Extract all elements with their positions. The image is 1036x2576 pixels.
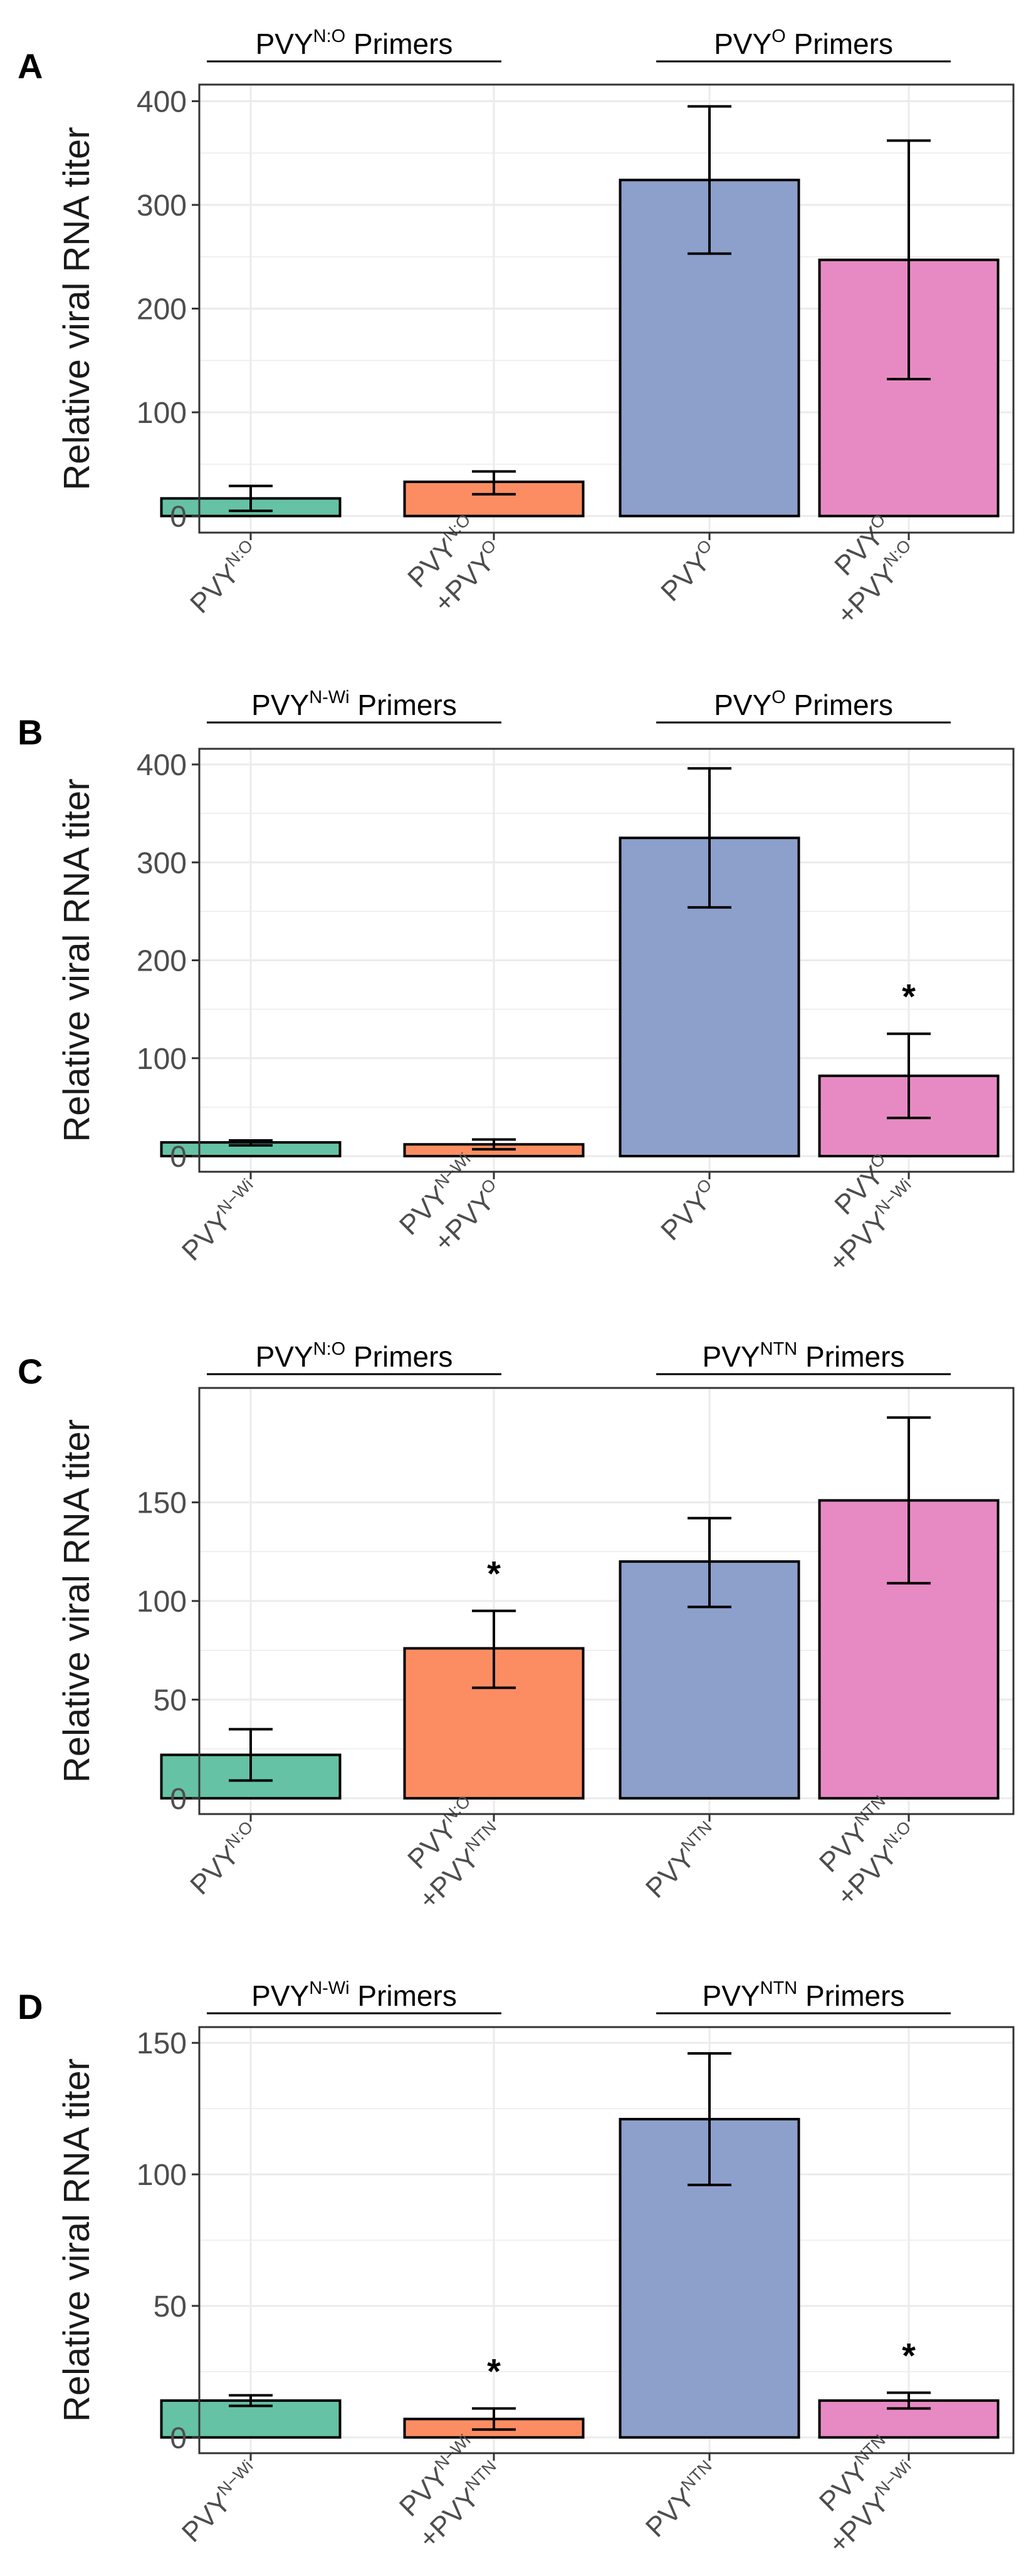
primer-group-label: PVYO Primers xyxy=(714,687,893,721)
x-tick-label: PVYNTN xyxy=(639,1817,725,1904)
primer-group-label-part: N:O xyxy=(313,1339,346,1359)
primer-group-label-part: Primers xyxy=(786,28,893,60)
primer-group-label-part: PVY xyxy=(703,1979,760,2012)
y-tick-label: 100 xyxy=(137,2159,187,2192)
x-tick-label: PVYNTN+PVYN:O xyxy=(814,1791,915,1912)
primer-group-label: PVYNTN Primers xyxy=(703,1978,905,2012)
y-axis-label: Relative viral RNA titer xyxy=(56,1419,97,1783)
primer-group-label-part: Primers xyxy=(350,1979,457,2012)
panel-letter: B xyxy=(18,712,43,752)
primer-group-label-part: Primers xyxy=(350,689,457,721)
x-tick-label-line: PVYO xyxy=(654,1175,725,1246)
primer-group-label-part: PVY xyxy=(714,28,772,60)
x-tick-label: PVYNTN+PVYN−Wi xyxy=(814,2431,915,2559)
x-tick-label: PVYN:O xyxy=(183,536,266,619)
significance-star: * xyxy=(487,1554,501,1593)
y-tick-label: 400 xyxy=(137,749,187,782)
y-axis-label: Relative viral RNA titer xyxy=(56,127,97,490)
x-tick-label: PVYO+PVYN:O xyxy=(829,510,914,630)
y-tick-label: 200 xyxy=(137,945,187,978)
y-tick-label: 150 xyxy=(137,2027,187,2060)
y-tick-label: 0 xyxy=(170,2422,187,2455)
y-tick-label: 50 xyxy=(154,1684,187,1717)
x-tick-label: PVYN−Wi xyxy=(175,2456,266,2548)
primer-group-label-part: PVY xyxy=(251,689,309,721)
x-tick-label: PVYN:O xyxy=(183,1817,266,1901)
primer-group-label-part: PVY xyxy=(251,1979,309,2012)
primer-group-label-part: PVY xyxy=(703,1340,760,1373)
x-tick-label-line-part: N−Wi xyxy=(214,1175,256,1218)
x-tick-label-line: PVYNTN xyxy=(639,1817,725,1904)
y-tick-label: 100 xyxy=(137,397,187,430)
primer-group-label-part: N-Wi xyxy=(309,687,349,707)
panel-letter: C xyxy=(18,1352,43,1391)
y-tick-label: 150 xyxy=(137,1487,187,1520)
primer-group-label: PVYN-Wi Primers xyxy=(251,1978,457,2012)
y-tick-label: 100 xyxy=(137,1585,187,1619)
panel-letter: D xyxy=(18,1987,43,2026)
x-tick-label-line: PVYN:O xyxy=(183,536,266,619)
primer-group-label: PVYN:O Primers xyxy=(256,1339,453,1373)
primer-group-label-part: Primers xyxy=(345,28,453,60)
primer-group-label-part: Primers xyxy=(797,1979,904,2012)
x-tick-label: PVYO xyxy=(654,536,725,607)
primer-group-label-part: NTN xyxy=(760,1339,798,1359)
primer-group-label-part: O xyxy=(772,687,786,707)
y-tick-label: 300 xyxy=(137,189,187,222)
y-tick-label: 300 xyxy=(137,847,187,880)
y-tick-label: 100 xyxy=(137,1043,187,1076)
primer-group-label-part: Primers xyxy=(786,689,893,721)
primer-group-label-part: N:O xyxy=(313,26,346,46)
primer-group-label-part: Primers xyxy=(797,1340,904,1373)
primer-group-label-part: O xyxy=(772,26,786,46)
primer-group-label-part: N-Wi xyxy=(309,1978,349,1998)
primer-group-label-part: PVY xyxy=(256,1340,313,1373)
x-tick-label: PVYN−Wi xyxy=(175,1175,266,1266)
y-tick-label: 400 xyxy=(137,85,187,118)
y-tick-label: 200 xyxy=(137,293,187,326)
x-tick-label-line-part: N−Wi xyxy=(214,2456,256,2499)
x-tick-label-line: PVYN−Wi xyxy=(175,1175,266,1266)
y-tick-label: 0 xyxy=(170,501,187,534)
primer-group-label: PVYN:O Primers xyxy=(256,26,453,60)
y-tick-label: 0 xyxy=(170,1140,187,1174)
x-tick-label: PVYO xyxy=(654,1175,725,1246)
significance-star: * xyxy=(487,2352,501,2391)
y-axis-label: Relative viral RNA titer xyxy=(56,2058,97,2422)
panel-border xyxy=(198,2026,1015,2454)
x-tick-label-line-part: N−Wi xyxy=(872,2456,914,2499)
primer-group-label: PVYO Primers xyxy=(714,26,893,60)
primer-group-label-part: Primers xyxy=(345,1340,453,1373)
x-tick-label-line: PVYNTN xyxy=(639,2456,725,2543)
primer-group-label-part: PVY xyxy=(714,689,772,721)
x-tick-label: PVYNTN xyxy=(639,2456,725,2543)
y-axis-label: Relative viral RNA titer xyxy=(56,778,97,1142)
panel-letter: A xyxy=(18,46,43,86)
panel-d: DPVYN−Wi*PVYN−Wi+PVYNTNPVYNTN*PVYNTN+PVY… xyxy=(18,1978,1015,2560)
x-tick-label: PVYO+PVYN−Wi xyxy=(823,1149,915,1278)
x-tick-label: PVYN−Wi+PVYO xyxy=(394,1149,500,1258)
y-tick-label: 50 xyxy=(154,2290,187,2323)
primer-group-label-part: PVY xyxy=(256,28,313,60)
primer-group-label: PVYNTN Primers xyxy=(703,1339,905,1373)
x-tick-label-line: PVYO xyxy=(654,536,725,607)
x-tick-label: PVYN:O+PVYNTN xyxy=(402,1791,500,1915)
x-tick-label-line: PVYN−Wi xyxy=(175,2456,266,2548)
significance-star: * xyxy=(902,2335,916,2375)
significance-star: * xyxy=(902,977,916,1016)
primer-group-label-part: NTN xyxy=(760,1978,798,1998)
x-tick-label-line: PVYN:O xyxy=(183,1817,266,1901)
primer-group-label: PVYN-Wi Primers xyxy=(251,687,457,721)
y-tick-label: 0 xyxy=(170,1783,187,1816)
x-tick-label: PVYN−Wi+PVYNTN xyxy=(394,2431,500,2554)
